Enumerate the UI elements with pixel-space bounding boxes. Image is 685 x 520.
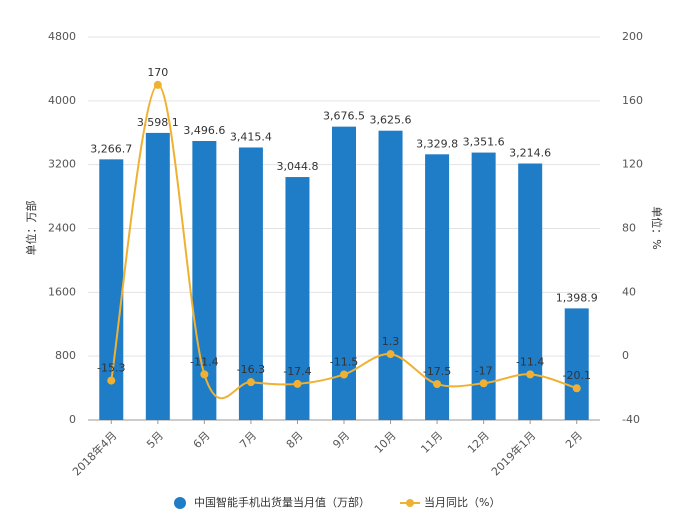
x-tick-label: 11月 [418,429,445,456]
bar-value-label: 1,398.9 [556,291,598,304]
y2-tick-label: -40 [622,413,640,426]
y-tick-label: 800 [55,349,76,362]
x-tick-label: 9月 [330,429,352,451]
bar-value-label: 3,351.6 [463,136,505,149]
line-point [200,370,209,379]
legend-marker [174,497,186,509]
bar-value-label: 3,676.5 [323,110,365,123]
line-value-label: -11.4 [190,355,218,368]
y2-tick-label: 0 [622,349,629,362]
bar [425,154,450,421]
x-tick-label: 7月 [237,429,259,451]
line-value-label: -11.5 [330,356,358,369]
bar-value-label: 3,496.6 [183,124,225,137]
y2-tick-label: 80 [622,222,636,235]
x-tick-label: 2月 [563,429,585,451]
x-tick-label: 2019年1月 [488,428,538,478]
y2-tick-label: 160 [622,94,643,107]
line-value-label: -15.3 [97,362,125,375]
line-point [572,384,581,393]
bar [145,132,170,420]
bar-value-label: 3,214.6 [509,147,551,160]
bar-value-label: 3,266.7 [90,142,132,155]
line-point [479,379,488,388]
bar-value-label: 3,598.1 [137,116,179,129]
y2-axis-title: 单位：% [650,206,664,249]
line-value-label: -17 [475,364,493,377]
bar-value-label: 3,329.8 [416,137,458,150]
bar [378,130,403,420]
line-point [107,376,116,385]
y-tick-label: 4000 [48,94,76,107]
x-tick-label: 8月 [284,429,306,451]
legend-label: 当月同比（%） [424,495,500,509]
y2-tick-label: 120 [622,158,643,171]
y-tick-label: 1600 [48,285,76,298]
x-tick-label: 6月 [191,429,213,451]
line-point [340,370,348,379]
line-value-label: -17.4 [283,365,311,378]
y-tick-label: 3200 [48,158,76,171]
line-value-label: -20.1 [562,369,590,382]
line-point [293,379,302,388]
y-tick-label: 2400 [48,222,76,235]
y-tick-label: 4800 [48,30,76,43]
bar-value-label: 3,044.8 [276,160,318,173]
line-value-label: 170 [147,66,168,79]
y2-tick-label: 200 [622,30,643,43]
legend-marker [406,499,414,507]
bar-value-label: 3,625.6 [370,114,412,127]
bar [471,152,496,420]
bar [285,177,310,420]
legend-label: 中国智能手机出货量当月值（万部） [194,495,370,509]
bar [518,163,543,420]
line-point [433,380,442,389]
line-value-label: -16.3 [237,363,265,376]
y2-tick-label: 40 [622,285,636,298]
bar-value-label: 3,415.4 [230,130,272,143]
x-tick-label: 5月 [144,429,166,451]
bar [564,308,589,420]
line-value-label: 1.3 [382,335,400,348]
line-point [246,378,255,387]
line-value-label: -11.4 [516,355,544,368]
y-tick-label: 0 [69,413,76,426]
x-tick-label: 2018年4月 [69,428,119,478]
line-point [386,350,395,359]
bar [238,147,263,420]
y-axis-title: 单位：万部 [24,201,38,256]
x-tick-label: 10月 [372,429,399,456]
line-value-label: -17.5 [423,365,451,378]
line-point [153,80,162,89]
x-tick-label: 12月 [465,429,492,456]
line-point [526,370,535,379]
